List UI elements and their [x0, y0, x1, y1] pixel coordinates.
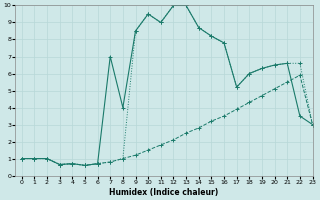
X-axis label: Humidex (Indice chaleur): Humidex (Indice chaleur): [109, 188, 219, 197]
